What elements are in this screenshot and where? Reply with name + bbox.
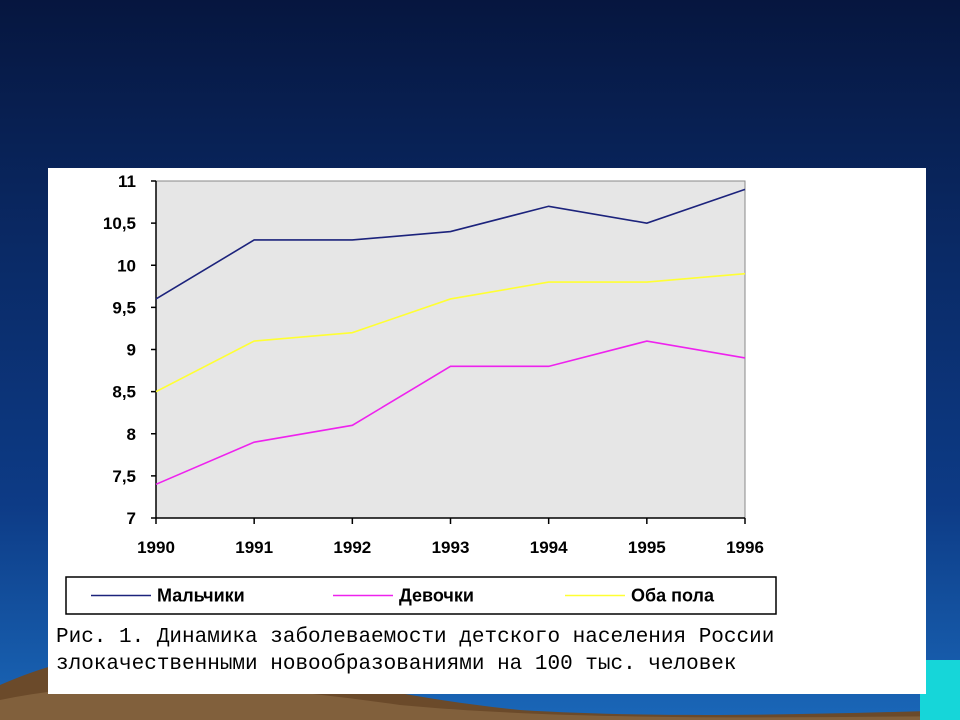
y-tick-label: 11 (118, 172, 136, 191)
legend-label-3: Оба пола (631, 586, 715, 606)
y-tick-label: 9,5 (112, 298, 136, 317)
y-tick-label: 8 (127, 425, 136, 444)
caption-line-1: Рис. 1. Динамика заболеваемости детского… (56, 626, 775, 649)
background-accent (920, 660, 960, 720)
line-chart: 7 7,5 8 8,5 9 9,5 10 10,5 11 1990 1991 1992 1993 1994… (65, 172, 777, 615)
x-tick-label: 1991 (235, 538, 273, 557)
chart-panel: 7 7,5 8 8,5 9 9,5 10 10,5 11 1990 1991 1992 1993 1994… (48, 168, 926, 694)
y-tick-label: 9 (127, 341, 136, 360)
x-tick-label: 1994 (530, 538, 568, 557)
x-tick-label: 1993 (432, 538, 470, 557)
figure-caption: Рис. 1. Динамика заболеваемости детского… (56, 624, 926, 678)
x-tick-label: 1992 (333, 538, 371, 557)
series-line-1 (155, 188, 746, 300)
x-tick-label: 1995 (628, 538, 666, 557)
caption-line-2: злокачественными новообразованиями на 10… (56, 653, 737, 676)
legend-label-1: Мальчики (157, 586, 245, 606)
series-line-3 (155, 272, 746, 393)
plot-area (155, 180, 746, 519)
y-tick-label: 10,5 (103, 214, 136, 233)
y-tick-label: 7,5 (112, 467, 136, 486)
series-line-2 (155, 340, 746, 486)
legend: Мальчики Девочки Оба пола (65, 576, 777, 615)
legend-label-2: Девочки (399, 586, 474, 606)
y-tick-label: 10 (117, 256, 136, 275)
legend-box (65, 576, 777, 615)
x-tick-label: 1990 (137, 538, 175, 557)
y-tick-label: 8,5 (112, 383, 136, 402)
y-tick-label: 7 (127, 509, 136, 528)
x-tick-label: 1996 (726, 538, 764, 557)
